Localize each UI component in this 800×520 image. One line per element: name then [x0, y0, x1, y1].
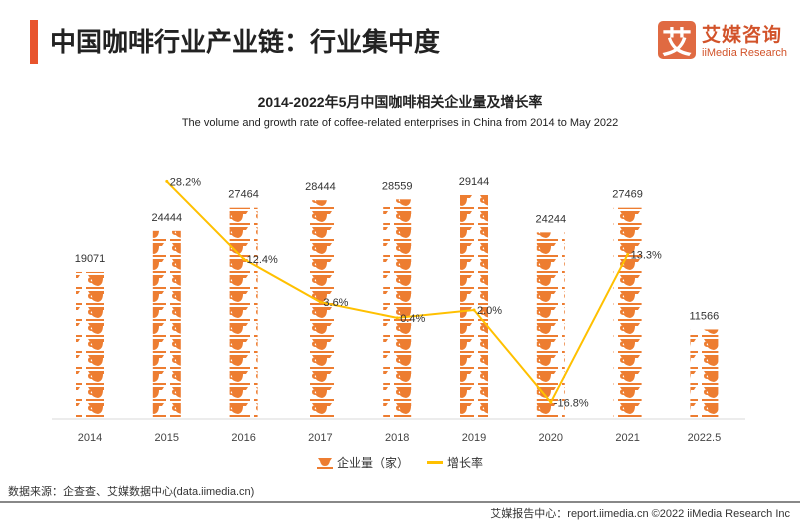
title-accent-bar: [30, 20, 38, 64]
logo-mark: 艾: [658, 20, 696, 60]
bar-value-label: 24444: [152, 212, 183, 224]
chart-title: 2014-2022年5月中国咖啡相关企业量及增长率: [257, 94, 543, 110]
bar-2022.5: [690, 329, 719, 418]
cup-icon: [316, 457, 333, 469]
bar-value-label: 27464: [228, 189, 259, 201]
bar-value-label: 28559: [382, 180, 413, 192]
bar-2018: [383, 199, 412, 418]
page-title: 中国咖啡行业产业链：行业集中度: [50, 27, 441, 57]
chart-subtitle: The volume and growth rate of coffee-rel…: [181, 117, 619, 129]
bar-2014: [76, 271, 104, 418]
growth-value-label: 13.3%: [631, 250, 662, 262]
logo-cn: 艾媒咨询: [702, 25, 783, 46]
bar-2015: [152, 230, 181, 418]
growth-point: [242, 257, 246, 261]
bar-2021: [613, 207, 642, 418]
x-tick-label: 2021: [615, 432, 639, 444]
x-tick-label: 2022.5: [688, 432, 722, 444]
bar-2020: [536, 232, 565, 418]
bar-value-label: 24244: [536, 213, 567, 225]
legend-item-count: 企业量（家）: [316, 454, 409, 471]
x-tick-label: 2019: [462, 432, 486, 444]
logo-en: iiMedia Research: [702, 47, 787, 59]
footer: 艾媒报告中心：report.iimedia.cn ©2022 iiMedia R…: [490, 508, 790, 520]
growth-point: [549, 400, 553, 404]
bar-value-label: 11566: [690, 310, 720, 322]
logo: 艾 艾媒咨询 iiMedia Research: [658, 20, 787, 60]
growth-value-label: 0.4%: [400, 313, 425, 325]
growth-value-label: 12.4%: [247, 254, 278, 266]
x-tick-label: 2016: [231, 432, 255, 444]
bar-value-label: 27469: [612, 189, 643, 201]
bar-value-label: 28444: [305, 181, 336, 193]
growth-point: [472, 308, 476, 312]
data-source: 数据来源：企查查、艾媒数据中心(data.iimedia.cn): [8, 486, 255, 498]
legend-item-growth: 增长率: [427, 454, 483, 471]
growth-point: [165, 179, 169, 183]
bar-value-label: 29144: [459, 176, 490, 188]
legend: 企业量（家） 增长率: [0, 454, 800, 471]
footer-divider: [0, 501, 800, 503]
growth-value-label: 28.2%: [170, 176, 201, 188]
bar-2016: [229, 207, 258, 418]
line-swatch: [427, 461, 443, 464]
growth-point: [395, 316, 399, 320]
x-tick-label: 2020: [539, 432, 563, 444]
growth-point: [318, 300, 322, 304]
bar-value-label: 19071: [75, 253, 106, 265]
x-tick-label: 2017: [308, 432, 332, 444]
bar-2017: [306, 200, 335, 418]
growth-value-label: 2.0%: [477, 305, 502, 317]
x-tick-label: 2018: [385, 432, 409, 444]
growth-value-label: -16.8%: [554, 397, 589, 409]
x-tick-label: 2015: [155, 432, 179, 444]
growth-point: [626, 253, 630, 257]
growth-value-label: 3.6%: [323, 297, 348, 309]
bar-2019: [460, 194, 488, 418]
x-tick-label: 2014: [78, 432, 102, 444]
